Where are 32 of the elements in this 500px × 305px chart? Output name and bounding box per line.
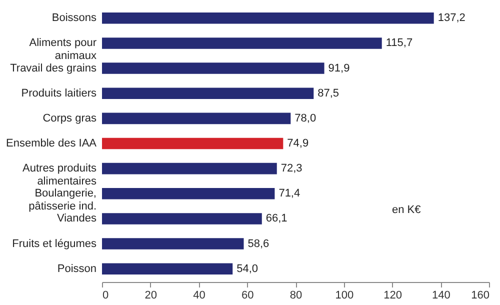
x-tick-label: 20 — [144, 290, 157, 302]
data-label: 91,9 — [328, 62, 350, 74]
data-label: 71,4 — [278, 188, 300, 200]
y-tick-label: Boissons — [52, 12, 97, 24]
data-label: 54,0 — [236, 262, 258, 275]
y-tick-label: Fruits et légumes — [12, 238, 97, 250]
data-label: 66,1 — [266, 212, 288, 225]
y-tick-label: Poisson — [57, 262, 96, 275]
data-label: 72,3 — [280, 162, 302, 175]
y-tick-label: Travail des grains — [10, 62, 97, 74]
x-tick-label: 40 — [193, 290, 206, 302]
data-label: 78,0 — [294, 112, 316, 124]
data-label: 115,7 — [386, 37, 413, 50]
data-label: 74,9 — [287, 138, 309, 150]
y-tick-label: Viandes — [56, 212, 97, 225]
y-tick-label: Corps gras — [42, 112, 97, 124]
x-tick-label: 80 — [290, 290, 302, 302]
x-tick-label: 160 — [471, 290, 490, 302]
y-tick-label: Ensemble des IAA — [6, 138, 98, 150]
y-tick-label: Boulangerie, pâtisserie ind. — [28, 188, 96, 213]
y-tick-label: Aliments pour animaux — [29, 37, 97, 62]
annotation: en K€ — [392, 204, 421, 216]
x-tick-label: 120 — [384, 290, 402, 302]
x-tick-label: 0 — [102, 290, 109, 302]
y-tick-label: Autres produits alimentaires — [22, 162, 97, 188]
x-tick-label: 140 — [432, 290, 450, 302]
x-tick-label: 60 — [242, 290, 254, 302]
data-label: 87,5 — [318, 87, 340, 100]
x-tick-label: 100 — [335, 290, 354, 302]
data-label: 137,2 — [438, 12, 466, 24]
y-tick-label: Produits laitiers — [21, 87, 97, 100]
data-label: 58,6 — [248, 238, 270, 250]
